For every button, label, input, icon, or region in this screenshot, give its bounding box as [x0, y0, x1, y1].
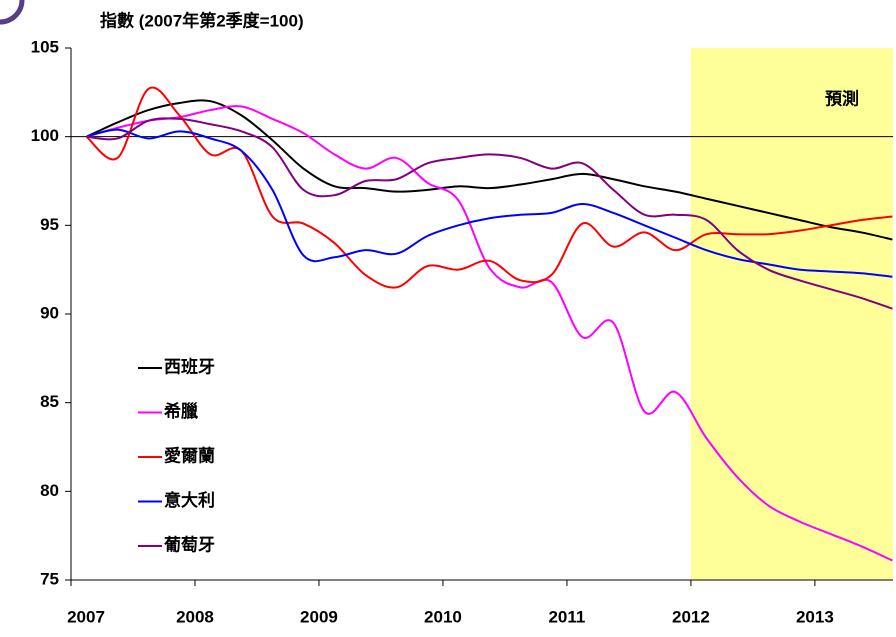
- y-tick-label: 105: [31, 37, 59, 56]
- x-tick-label: 2011: [548, 607, 585, 626]
- series-line: [86, 99, 893, 241]
- legend-label: 西班牙: [164, 357, 215, 376]
- x-tick-label: 2010: [424, 607, 462, 626]
- y-tick-label: 100: [31, 126, 59, 145]
- x-tick-label: 2009: [300, 607, 338, 626]
- forecast-label: 預測: [825, 88, 859, 108]
- x-tick-label: 2008: [176, 607, 214, 626]
- x-tick-label: 2013: [796, 607, 834, 626]
- y-tick-label: 75: [40, 569, 59, 588]
- y-tick-label: 95: [40, 215, 59, 234]
- series-line: [86, 117, 893, 310]
- x-tick-label: 2007: [67, 607, 105, 626]
- legend-label: 希臘: [164, 401, 198, 421]
- series-line: [85, 86, 893, 289]
- chart-title: 指數 (2007年第2季度=100): [100, 10, 304, 30]
- y-tick-label: 90: [40, 303, 59, 322]
- logo: [0, 0, 25, 25]
- forecast-region: [690, 48, 893, 580]
- y-tick-label: 85: [40, 392, 59, 411]
- y-tick-label: 80: [40, 481, 59, 500]
- legend-label: 葡萄牙: [163, 534, 215, 554]
- legend-label: 意大利: [164, 490, 215, 510]
- legend-label: 愛爾蘭: [164, 445, 215, 465]
- x-tick-label: 2012: [672, 607, 710, 626]
- series-line: [86, 105, 893, 562]
- series-line: [86, 128, 893, 278]
